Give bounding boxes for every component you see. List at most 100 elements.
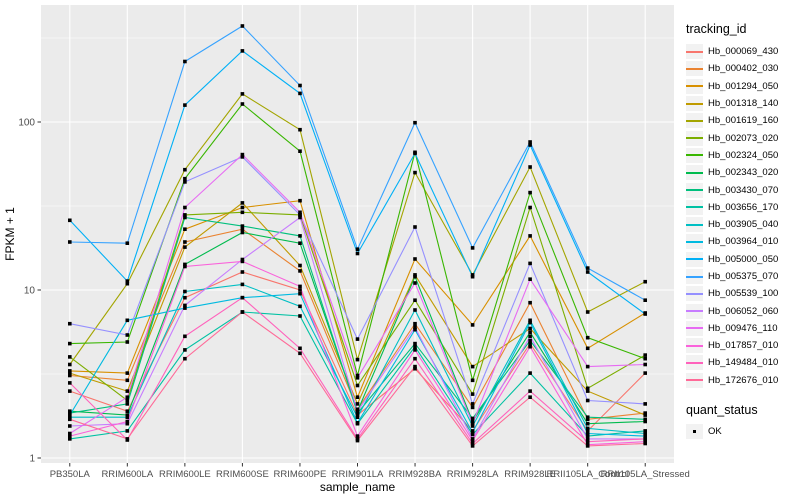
legend-entry-label: Hb_002324_050 [708, 149, 779, 161]
data-point [68, 434, 72, 438]
legend-entry: Hb_149484_010 [686, 354, 800, 371]
data-point [585, 266, 590, 270]
legend-key [686, 78, 703, 94]
legend-entry-label: Hb_005000_050 [708, 253, 779, 265]
x-tick-label: RRIM600PE [274, 469, 327, 480]
data-point [183, 167, 187, 172]
data-point [68, 218, 72, 223]
data-point [68, 362, 72, 367]
data-point [298, 234, 302, 238]
data-point [413, 274, 417, 279]
data-point [470, 274, 475, 279]
data-point [643, 434, 647, 438]
data-point [355, 411, 360, 415]
quant-legend-title: quant_status [686, 402, 758, 417]
legend-line-swatch [686, 258, 703, 261]
data-point [585, 398, 590, 403]
data-point [470, 405, 475, 410]
data-point [355, 415, 360, 419]
x-axis-title: sample_name [320, 480, 396, 494]
data-point [470, 424, 475, 428]
data-point [183, 306, 187, 310]
legend-line-swatch [686, 154, 703, 157]
legend-line-swatch [686, 67, 703, 70]
legend-key [686, 199, 703, 215]
legend-key [686, 303, 703, 319]
data-point [470, 441, 475, 446]
legend-entry: Hb_003905_040 [686, 216, 800, 233]
legend-title: tracking_id [686, 22, 747, 36]
data-point [643, 353, 647, 357]
x-tick-label: RRII105LA_Control [546, 469, 628, 480]
data-point [643, 431, 647, 436]
legend-line-swatch [686, 189, 703, 192]
x-tick-label: RRIM928LA [447, 469, 499, 480]
data-point [470, 246, 475, 250]
data-point [183, 103, 187, 107]
data-point [68, 355, 72, 359]
data-point [643, 402, 647, 406]
data-point [643, 437, 647, 441]
legend-entry: Hb_001318_140 [686, 95, 800, 112]
legend-entry-label: Hb_006052_060 [708, 305, 779, 317]
legend-line-swatch [686, 50, 703, 53]
data-point [413, 364, 417, 369]
legend-key [686, 130, 703, 146]
data-point [643, 362, 647, 367]
data-point [528, 300, 532, 305]
data-point [643, 371, 647, 375]
data-point [125, 371, 130, 375]
legend-entry-label: Hb_001619_160 [708, 115, 779, 127]
data-point [643, 413, 647, 417]
data-point [298, 83, 302, 88]
data-point [183, 59, 187, 64]
legend-entry-label: Hb_149484_010 [708, 357, 779, 369]
x-tick-label: RRIM901LA [332, 469, 384, 480]
data-point [528, 140, 532, 144]
data-point [528, 371, 532, 375]
data-point [413, 348, 417, 352]
data-point [298, 351, 302, 356]
legend-entry-label: Hb_017857_010 [708, 340, 779, 352]
data-point [240, 259, 245, 264]
legend-entry: Hb_000402_030 [686, 60, 800, 77]
data-point [68, 417, 72, 422]
data-point [585, 431, 590, 436]
data-point [528, 190, 532, 195]
data-point [643, 279, 647, 284]
legend-entry: Hb_002073_020 [686, 129, 800, 146]
data-point [125, 398, 130, 403]
data-point [413, 344, 417, 349]
data-point [183, 245, 187, 249]
data-point [240, 282, 245, 287]
data-point [643, 356, 647, 361]
data-point [585, 335, 590, 340]
legend-entries: Hb_000069_430 Hb_000402_030 Hb_001294_050 H… [686, 43, 800, 389]
legend-entry: Hb_003964_010 [686, 233, 800, 250]
legend-key [686, 182, 703, 198]
legend-key [686, 44, 703, 60]
data-point [68, 321, 72, 326]
data-point [183, 289, 187, 294]
data-point [183, 348, 187, 352]
legend-line-swatch [686, 310, 703, 313]
data-point [125, 281, 130, 286]
data-point [643, 298, 647, 302]
data-point [68, 240, 72, 244]
data-point [183, 303, 187, 308]
data-point [643, 441, 647, 446]
data-point [125, 279, 130, 283]
legend-entry-label: Hb_000402_030 [708, 63, 779, 75]
data-point [355, 407, 360, 412]
legend-entry-label: Hb_001318_140 [708, 98, 779, 110]
data-point [585, 444, 590, 448]
legend-entry: Hb_009476_110 [686, 320, 800, 337]
legend-line-swatch [686, 206, 703, 209]
data-point [528, 205, 532, 210]
legend-entry: Hb_005375_070 [686, 268, 800, 285]
y-tick-label: 10 [24, 286, 36, 297]
data-point [528, 338, 532, 343]
data-point [470, 419, 475, 424]
data-point [355, 438, 360, 443]
